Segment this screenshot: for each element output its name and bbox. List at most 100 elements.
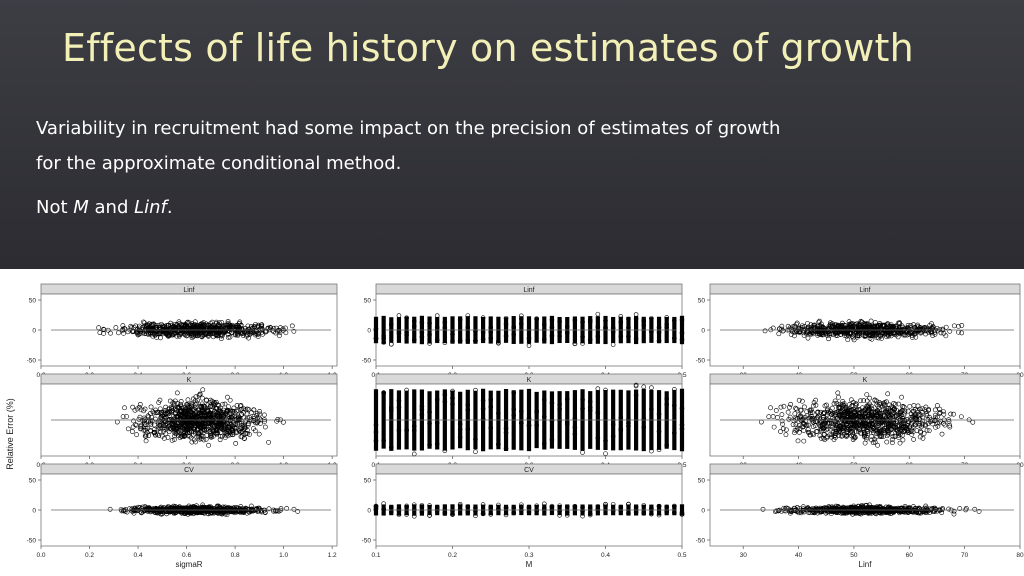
- data-point: [488, 504, 494, 510]
- data-point: [541, 501, 547, 507]
- data-point: [185, 410, 191, 415]
- data-point: [811, 432, 816, 438]
- data-point: [788, 401, 794, 407]
- data-point: [243, 506, 249, 512]
- panel-strip-label: K: [527, 377, 532, 384]
- data-point: [618, 314, 624, 319]
- data-point: [381, 438, 386, 443]
- data-point: [480, 416, 486, 422]
- data-point: [878, 411, 883, 417]
- data-point: [175, 405, 181, 411]
- data-point: [169, 438, 175, 443]
- data-point: [920, 435, 926, 441]
- data-point: [875, 330, 881, 335]
- data-point: [549, 317, 555, 323]
- data-point: [792, 324, 798, 330]
- data-point: [171, 420, 177, 425]
- not-text: Not: [36, 197, 74, 218]
- data-point: [457, 435, 463, 440]
- data-point: [223, 411, 229, 417]
- data-point: [132, 407, 138, 413]
- data-point: [480, 406, 486, 412]
- data-point: [217, 323, 223, 329]
- data-point: [865, 412, 871, 417]
- data-point: [808, 328, 814, 334]
- data-point: [595, 410, 601, 415]
- data-point: [223, 432, 229, 438]
- data-point: [603, 501, 608, 507]
- data-point: [488, 506, 494, 512]
- data-point: [238, 434, 244, 440]
- data-point: [130, 328, 136, 334]
- data-point: [157, 406, 163, 412]
- scatter-points: [96, 319, 297, 342]
- data-point: [200, 387, 206, 393]
- data-point: [815, 409, 821, 415]
- data-point: [564, 512, 570, 518]
- data-point: [457, 421, 463, 427]
- data-point: [649, 316, 654, 321]
- data-point: [218, 417, 224, 422]
- data-point: [885, 391, 891, 397]
- data-point: [884, 439, 890, 445]
- data-point: [178, 415, 184, 421]
- data-point: [891, 406, 897, 412]
- data-point: [419, 407, 425, 412]
- data-point: [129, 508, 135, 514]
- data-point: [572, 504, 578, 509]
- data-point: [251, 426, 256, 431]
- data-point: [792, 333, 797, 339]
- data-point: [396, 330, 402, 336]
- data-point: [496, 441, 501, 447]
- data-point: [480, 315, 486, 321]
- data-point: [465, 427, 471, 432]
- data-point: [679, 330, 685, 336]
- data-point: [805, 427, 811, 433]
- data-point: [196, 332, 202, 337]
- data-point: [817, 433, 823, 439]
- data-point: [890, 324, 896, 330]
- data-point: [191, 407, 197, 412]
- data-point: [803, 331, 809, 337]
- data-point: [181, 410, 187, 415]
- data-point: [780, 426, 786, 432]
- data-point: [868, 318, 874, 324]
- data-point: [234, 430, 239, 436]
- data-point: [862, 431, 868, 437]
- data-point: [237, 403, 243, 409]
- data-point: [846, 333, 852, 339]
- data-point: [218, 508, 224, 514]
- data-point: [564, 330, 570, 335]
- data-point: [373, 336, 379, 341]
- data-point: [822, 437, 828, 442]
- data-point: [885, 431, 891, 437]
- data-point: [880, 322, 886, 328]
- data-point: [235, 407, 241, 413]
- data-point: [564, 324, 570, 329]
- panel-strip-label: Linf: [859, 287, 870, 294]
- data-point: [947, 328, 953, 334]
- data-point: [227, 397, 233, 403]
- data-point: [240, 333, 246, 338]
- data-point: [822, 326, 828, 332]
- x-tick-label: 1.2: [328, 552, 337, 559]
- data-point: [792, 508, 797, 513]
- data-point: [799, 323, 805, 329]
- data-point: [457, 503, 463, 509]
- data-point: [256, 431, 262, 437]
- data-point: [442, 399, 448, 405]
- data-point: [887, 326, 893, 332]
- data-point: [419, 412, 425, 418]
- data-point: [942, 422, 948, 428]
- data-point: [842, 425, 848, 431]
- data-point: [171, 402, 177, 408]
- data-point: [626, 423, 631, 429]
- data-point: [827, 426, 833, 432]
- data-point: [534, 408, 539, 414]
- data-point: [215, 508, 221, 513]
- data-point: [921, 431, 927, 436]
- data-point: [910, 424, 916, 430]
- scatter-panel-grid: Relative Error (%)Linf-500500.00.20.40.6…: [5, 283, 1024, 569]
- data-point: [963, 505, 969, 511]
- data-point: [587, 317, 593, 323]
